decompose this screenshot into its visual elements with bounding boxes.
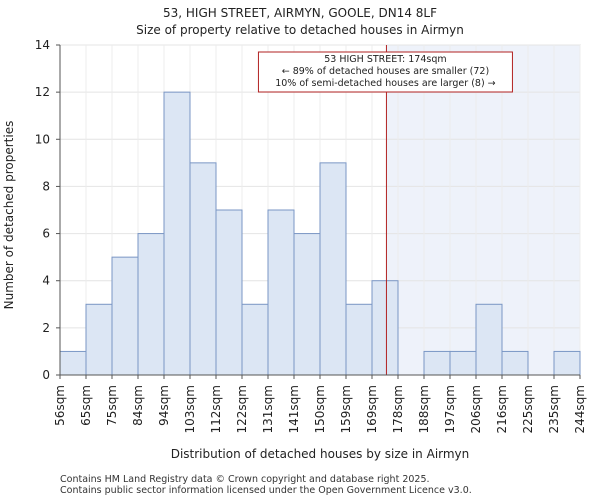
x-tick-label: 56sqm [53,385,67,426]
histogram-bar [345,303,373,376]
y-tick-label: 0 [42,368,50,382]
histogram-bar [137,233,165,376]
annotation-line2: ← 89% of detached houses are smaller (72… [282,66,489,77]
x-tick-label: 112sqm [209,385,223,433]
x-tick-label: 103sqm [183,385,197,433]
x-tick-label: 84sqm [131,385,145,426]
x-tick-label: 159sqm [339,385,353,433]
x-tick-label: 235sqm [547,385,561,433]
histogram-bar [189,162,217,376]
histogram-bar [85,303,113,376]
y-tick-label: 14 [35,38,50,52]
x-tick-label: 150sqm [313,385,327,433]
histogram-bar [241,303,269,376]
histogram-bar [371,280,399,376]
y-tick-label: 10 [35,132,50,146]
histogram-bar [319,162,347,376]
annotation-box [257,51,513,93]
footer-licence: Contains public sector information licen… [60,485,472,496]
histogram-bar [215,209,243,376]
histogram-bar [267,209,295,376]
x-tick-label: 206sqm [469,385,483,433]
x-tick-label: 225sqm [521,385,535,433]
y-tick-label: 2 [42,321,50,335]
y-tick-label: 8 [42,179,50,193]
histogram-bar [111,256,139,376]
histogram-bar [163,91,191,376]
x-tick-label: 131sqm [261,385,275,433]
y-tick-label: 12 [35,85,50,99]
y-axis-label: Number of detached properties [2,121,16,310]
x-tick-label: 122sqm [235,385,249,433]
x-tick-label: 65sqm [79,385,93,426]
footer-copyright: Contains HM Land Registry data © Crown c… [60,474,430,485]
x-tick-label: 141sqm [287,385,301,433]
x-tick-label: 197sqm [443,385,457,433]
histogram-bar [501,350,529,376]
histogram-bar [553,350,581,376]
x-tick-label: 94sqm [157,385,171,426]
y-tick-label: 4 [42,274,50,288]
chart-subtitle: Size of property relative to detached ho… [136,23,464,37]
histogram-bar [449,350,477,376]
x-tick-label: 244sqm [573,385,587,433]
histogram-bar [475,303,503,376]
histogram-bar [423,350,451,376]
x-tick-label: 169sqm [365,385,379,433]
y-tick-label: 6 [42,227,50,241]
x-tick-label: 75sqm [105,385,119,426]
histogram-bar [293,233,321,376]
x-tick-label: 188sqm [417,385,431,433]
histogram-bar [59,350,87,376]
x-axis-label: Distribution of detached houses by size … [171,447,470,461]
annotation-line3: 10% of semi-detached houses are larger (… [275,78,495,89]
x-tick-label: 216sqm [495,385,509,433]
annotation-line1: 53 HIGH STREET: 174sqm [324,54,446,65]
chart-title: 53, HIGH STREET, AIRMYN, GOOLE, DN14 8LF [163,6,437,20]
x-tick-label: 178sqm [391,385,405,433]
